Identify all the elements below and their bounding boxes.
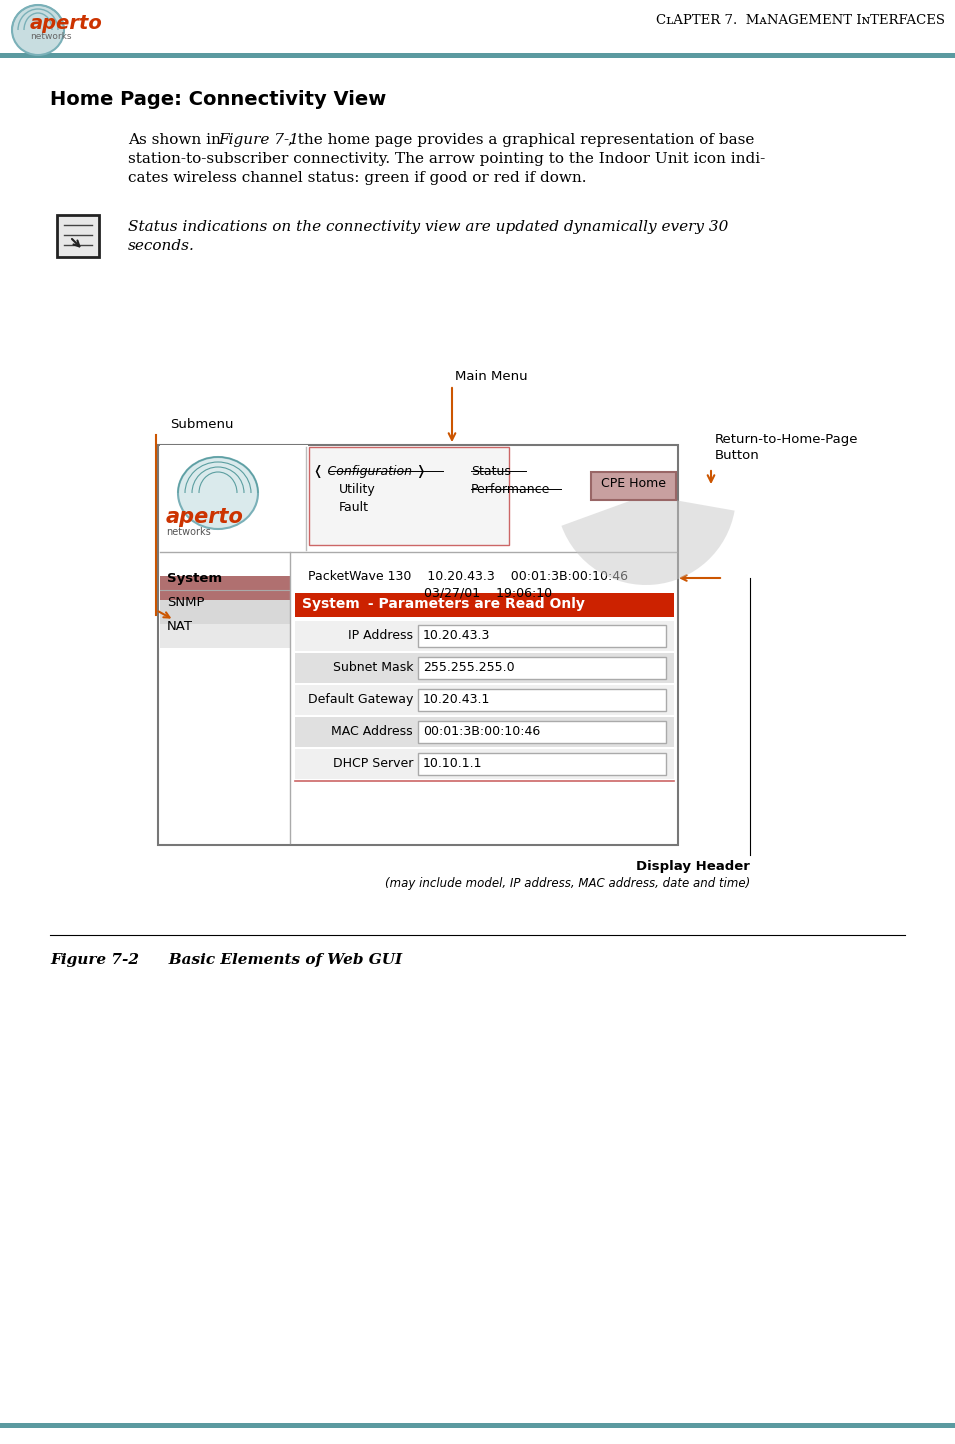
Text: Home Page: Connectivity View: Home Page: Connectivity View (50, 90, 386, 108)
Text: Default Gateway: Default Gateway (308, 693, 413, 706)
Text: CPE Home: CPE Home (601, 477, 666, 490)
Text: Button: Button (715, 449, 760, 462)
Bar (418, 657, 666, 679)
Wedge shape (562, 495, 734, 585)
Text: Main Menu: Main Menu (455, 370, 527, 383)
Text: Performance: Performance (471, 482, 550, 495)
Text: As shown in: As shown in (128, 133, 225, 147)
Text: 255.255.255.0: 255.255.255.0 (423, 661, 515, 674)
Text: Figure 7-1: Figure 7-1 (218, 133, 299, 147)
Text: Display Header: Display Header (636, 861, 750, 874)
Text: (may include model, IP address, MAC address, date and time): (may include model, IP address, MAC addr… (385, 877, 750, 890)
Text: ❬ Configuration ❭: ❬ Configuration ❭ (313, 465, 427, 478)
Bar (309, 448, 509, 544)
Bar (160, 445, 308, 550)
Bar (160, 624, 290, 648)
Bar (160, 601, 290, 624)
Text: PacketWave 130    10.20.43.3    00:01:3B:00:10:46: PacketWave 130 10.20.43.3 00:01:3B:00:10… (308, 570, 628, 583)
Ellipse shape (178, 456, 258, 529)
Bar (295, 593, 674, 617)
Bar (295, 718, 674, 747)
Text: 10.20.43.3: 10.20.43.3 (423, 630, 490, 643)
Text: IP Address: IP Address (348, 630, 413, 643)
Text: MAC Address: MAC Address (331, 725, 413, 738)
Bar (418, 752, 666, 775)
Text: Subnet Mask: Subnet Mask (332, 661, 413, 674)
Text: System: System (302, 596, 360, 611)
Text: cates wireless channel status: green if good or red if down.: cates wireless channel status: green if … (128, 170, 586, 185)
Text: networks: networks (166, 527, 211, 537)
Bar (295, 684, 674, 715)
Text: networks: networks (30, 32, 72, 40)
Bar (418, 721, 666, 744)
Bar (0, 1422, 955, 1428)
Text: Utility: Utility (339, 482, 375, 495)
Text: NAT: NAT (167, 619, 193, 632)
Text: , the home page provides a graphical representation of base: , the home page provides a graphical rep… (288, 133, 754, 147)
Bar (160, 576, 290, 601)
Text: SNMP: SNMP (167, 596, 204, 609)
Text: 10.20.43.1: 10.20.43.1 (423, 693, 490, 706)
Bar (295, 653, 674, 683)
Text: 10.10.1.1: 10.10.1.1 (423, 757, 482, 770)
Text: aperto: aperto (30, 14, 103, 33)
Text: station-to-subscriber connectivity. The arrow pointing to the Indoor Unit icon i: station-to-subscriber connectivity. The … (128, 152, 765, 166)
Text: Submenu: Submenu (170, 417, 234, 430)
Ellipse shape (12, 4, 64, 55)
Bar (591, 472, 676, 500)
Text: DHCP Server: DHCP Server (332, 757, 413, 770)
Text: seconds.: seconds. (128, 240, 195, 253)
Text: Figure 7-2: Figure 7-2 (50, 953, 139, 967)
Text: aperto: aperto (166, 507, 244, 527)
Text: System: System (167, 572, 223, 585)
Text: Basic Elements of Web GUI: Basic Elements of Web GUI (132, 953, 402, 967)
Text: - Parameters are Read Only: - Parameters are Read Only (363, 596, 584, 611)
Text: 03/27/01    19:06:10: 03/27/01 19:06:10 (308, 588, 552, 601)
Bar (418, 625, 666, 647)
Text: Status indications on the connectivity view are updated dynamically every 30: Status indications on the connectivity v… (128, 219, 729, 234)
Bar (57, 215, 99, 257)
Bar (158, 445, 678, 845)
Text: Fault: Fault (339, 501, 369, 514)
Bar (295, 621, 674, 651)
Bar (418, 689, 666, 710)
Bar (0, 53, 955, 58)
Text: Status: Status (471, 465, 511, 478)
Text: CʟAPTER 7.  MᴀNAGEMENT IɴTERFACES: CʟAPTER 7. MᴀNAGEMENT IɴTERFACES (656, 14, 945, 27)
Text: 00:01:3B:00:10:46: 00:01:3B:00:10:46 (423, 725, 541, 738)
Text: Return-to-Home-Page: Return-to-Home-Page (715, 433, 859, 446)
Bar (295, 749, 674, 778)
